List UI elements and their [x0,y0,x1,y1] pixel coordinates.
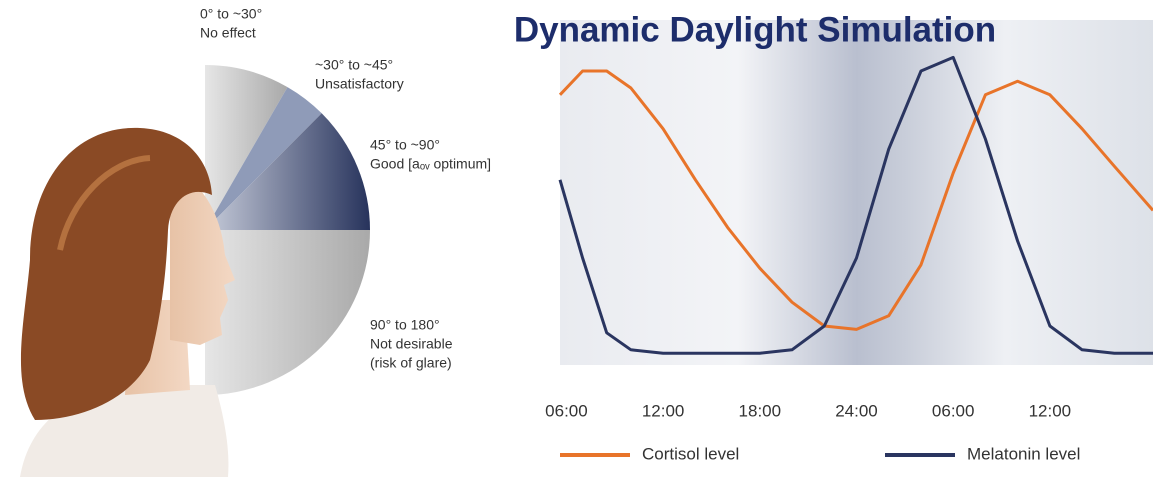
page: 0° to ~30° No effect ~30° to ~45° Unsatisfa… [0,0,1153,477]
zone-range: 90° to 180° [370,317,440,333]
zone-description: Good [aₒᵥ optimum] [370,156,491,172]
x-tick-label: 12:00 [1029,401,1072,420]
x-tick-label: 18:00 [739,401,782,420]
x-tick-label: 24:00 [835,401,878,420]
angle-diagram [205,65,370,395]
zone-range: 0° to ~30° [200,6,262,22]
x-tick-label: 06:00 [545,401,588,420]
zone-not-desirable [205,230,370,395]
legend-label: Cortisol level [642,444,739,463]
zone-range: ~30° to ~45° [315,57,393,73]
legend-label: Melatonin level [967,444,1080,463]
zone-range: 45° to ~90° [370,137,440,153]
zone-description: No effect [200,25,256,41]
zone-description: (risk of glare) [370,355,452,371]
x-tick-label: 06:00 [932,401,975,420]
zone-description: Unsatisfactory [315,76,404,92]
chart-title: Dynamic Daylight Simulation [514,10,996,49]
x-tick-label: 12:00 [642,401,685,420]
plot-background [560,20,1153,365]
person [20,128,235,477]
zone-description: Not desirable [370,336,453,352]
